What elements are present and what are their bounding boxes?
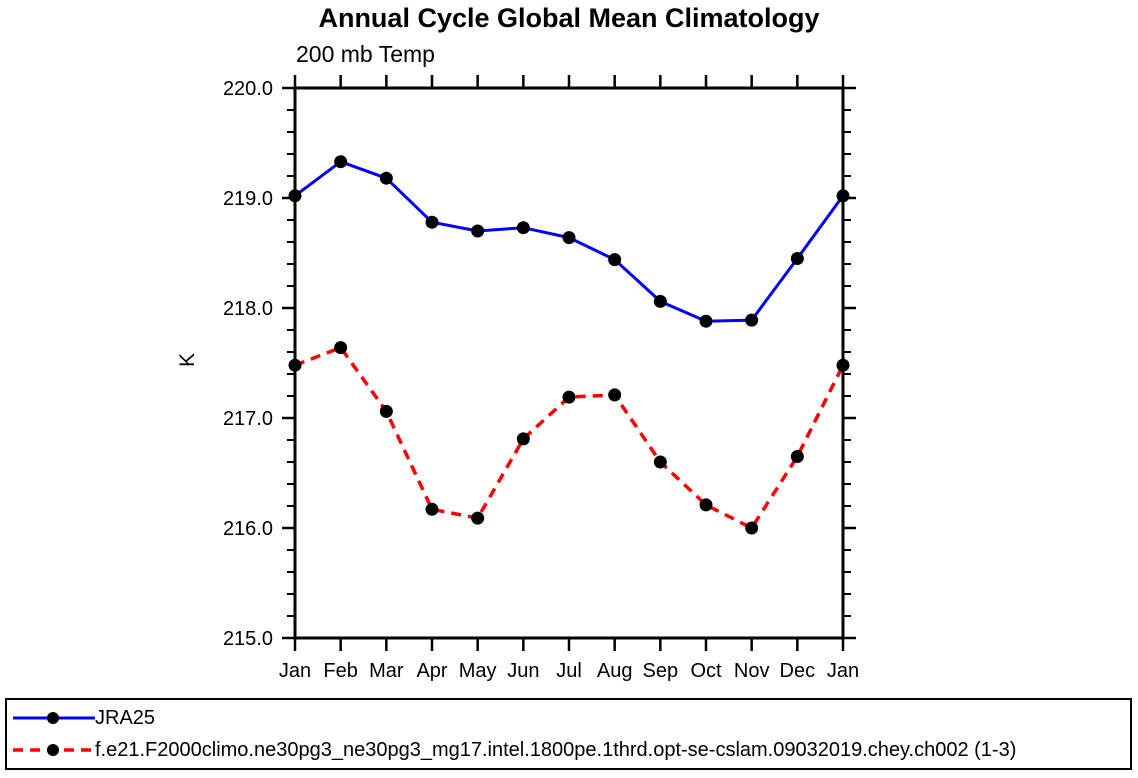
legend-label-jra25: JRA25 [95, 706, 156, 729]
series-marker [471, 511, 485, 525]
x-tick-label: Sep [643, 660, 679, 682]
legend: JRA25 f.e21.F2000climo.ne30pg3_ne30pg3_m… [5, 698, 1132, 770]
series-marker [425, 215, 439, 229]
series-marker [379, 404, 393, 418]
series-marker [790, 252, 804, 265]
series-marker [790, 450, 804, 463]
x-tick-label: Dec [780, 660, 816, 682]
axis-tick-labels: 220.0 219.0 218.0 217.0 216.0 215.0 Jan Feb Mar A… [223, 78, 859, 682]
series-marker [471, 224, 485, 238]
x-tick-label: Nov [734, 660, 770, 682]
legend-item-model-run: f.e21.F2000climo.ne30pg3_ne30pg3_mg17.in… [11, 734, 1130, 766]
x-tick-label: Jan [827, 660, 859, 682]
axis-ticks [282, 75, 856, 651]
x-tick-label: Mar [369, 660, 404, 682]
series-marker [334, 341, 348, 355]
series-marker [653, 455, 667, 469]
series-marker [562, 231, 576, 245]
legend-line-sample-dashed-red-icon [13, 744, 95, 756]
legend-sample-marker [47, 712, 59, 724]
y-tick-label: 217.0 [223, 408, 273, 430]
x-tick-label: Feb [323, 660, 357, 682]
y-tick-label: 216.0 [223, 518, 273, 540]
x-tick-label: Aug [597, 660, 633, 682]
series-marker [425, 502, 439, 516]
series-marker [699, 314, 713, 328]
legend-label-model-run: f.e21.F2000climo.ne30pg3_ne30pg3_mg17.in… [95, 738, 1017, 761]
chart-subtitle: 200 mb Temp [296, 41, 435, 67]
series-marker [653, 294, 667, 308]
legend-item-jra25: JRA25 [11, 702, 1130, 734]
series-marker [745, 313, 759, 327]
legend-line-sample-solid-blue-icon [13, 712, 95, 724]
series-marker [562, 390, 576, 404]
series-line-1 [294, 345, 845, 530]
y-tick-label: 220.0 [223, 78, 273, 100]
series-marker [516, 432, 530, 446]
y-tick-label: 215.0 [223, 628, 273, 650]
series-marker [379, 171, 393, 185]
series-marker [516, 221, 530, 235]
plot-area: 220.0 219.0 218.0 217.0 216.0 215.0 Jan Feb Mar A… [223, 75, 859, 682]
legend-sample-marker [47, 744, 59, 756]
y-tick-label: 218.0 [223, 298, 273, 320]
series-marker [745, 521, 759, 535]
plot-border [293, 86, 845, 640]
series-marker [608, 388, 622, 402]
chart-title: Annual Cycle Global Mean Climatology [318, 3, 820, 33]
x-tick-label: Apr [416, 660, 447, 682]
x-tick-label: Oct [690, 660, 722, 682]
x-tick-label: Jan [279, 660, 311, 682]
x-tick-label: Jul [556, 660, 582, 682]
data-series [288, 155, 850, 535]
series-marker [699, 498, 713, 512]
x-tick-label: Jun [507, 660, 539, 682]
series-marker [608, 253, 622, 267]
series-marker [334, 155, 348, 169]
x-tick-label: May [459, 660, 497, 682]
y-tick-label: 219.0 [223, 188, 273, 210]
